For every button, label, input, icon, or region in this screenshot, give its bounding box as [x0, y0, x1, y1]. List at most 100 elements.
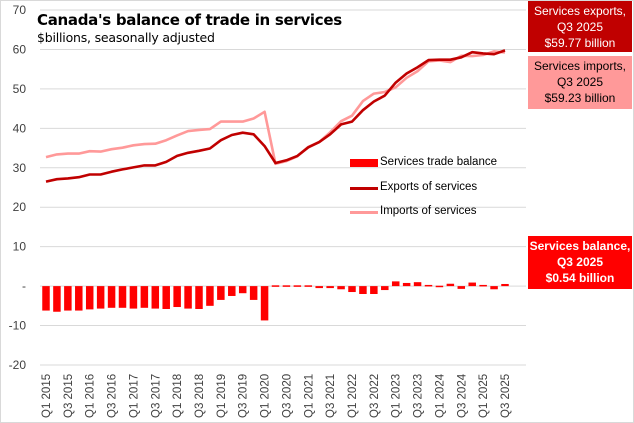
x-tick-label: Q3 2018 [194, 374, 206, 418]
balance-bar [271, 285, 280, 287]
x-tick-label: Q1 2024 [434, 373, 446, 418]
imports-callout-line1: Services imports, [533, 59, 627, 73]
balance-bar [107, 286, 116, 308]
balance-bar [315, 286, 323, 289]
balance-bar [359, 286, 367, 294]
balance-bar [381, 286, 389, 291]
balance-bar [468, 282, 476, 287]
balance-bar [457, 286, 466, 289]
balance-bar [304, 285, 313, 287]
legend-label-exports: Exports of services [380, 181, 478, 193]
balance-bar [326, 286, 334, 289]
y-tick-label: 30 [13, 161, 27, 175]
x-tick-label: Q1 2021 [303, 374, 315, 418]
x-tick-label: Q1 2025 [478, 374, 490, 418]
x-tick-label: Q3 2023 [413, 374, 425, 418]
balance-bar [402, 282, 411, 287]
series-lines [45, 49, 506, 183]
exports-callout-line3: $59.77 billion [544, 36, 616, 50]
x-tick-label: Q1 2020 [260, 374, 272, 418]
balance-bar [96, 286, 105, 309]
imports-callout-line2: Q3 2025 [556, 75, 604, 89]
balance-bar [75, 286, 83, 311]
y-tick-label: -10 [9, 319, 27, 333]
y-tick-label: 20 [13, 200, 27, 214]
x-tick-label: Q3 2025 [500, 374, 512, 418]
balance-bar [413, 282, 422, 287]
balance-bar [238, 286, 247, 294]
x-tick-label: Q3 2015 [63, 374, 75, 418]
balance-bar [424, 284, 433, 287]
x-tick-label: Q3 2021 [325, 374, 337, 418]
balance-bars [42, 281, 509, 321]
x-tick-label: Q3 2019 [238, 374, 250, 418]
imports-line [45, 50, 506, 166]
x-tick-label: Q3 2017 [150, 374, 162, 418]
balance-bar [282, 285, 291, 287]
x-tick-label: Q1 2015 [41, 374, 53, 418]
legend-swatch-balance [350, 159, 378, 167]
y-tick-label: 10 [13, 240, 27, 254]
balance-bar [64, 286, 72, 311]
x-tick-label: Q3 2022 [369, 374, 381, 418]
balance-bar [446, 283, 455, 287]
y-tick-label: 40 [13, 121, 27, 135]
balance-bar [217, 286, 225, 300]
x-tick-label: Q1 2016 [85, 374, 97, 418]
y-axis-ticks: 70 60 50 40 30 20 10 - -10 -20 [9, 3, 27, 372]
y-tick-label: 70 [13, 3, 27, 17]
balance-bar [370, 286, 378, 294]
exports-callout: Services exports, Q3 2025 $59.77 billion [528, 1, 632, 52]
legend-label-balance: Services trade balance [380, 156, 497, 168]
y-tick-label: -20 [9, 358, 27, 372]
balance-bar [479, 284, 487, 287]
balance-bar [501, 283, 509, 287]
x-tick-label: Q1 2019 [216, 374, 228, 418]
x-tick-label: Q1 2018 [172, 374, 184, 418]
balance-bar [228, 286, 236, 296]
balance-bar [140, 286, 149, 308]
balance-bar [490, 286, 498, 290]
x-tick-label: Q1 2017 [128, 374, 140, 418]
balance-bar [293, 285, 302, 287]
balance-bar [195, 286, 203, 309]
balance-bar [184, 286, 192, 309]
legend-swatch-imports [350, 211, 378, 214]
imports-callout: Services imports, Q3 2025 $59.23 billion [528, 56, 632, 109]
balance-bar [129, 286, 138, 309]
exports-callout-line1: Services exports, [533, 4, 627, 18]
balance-bar [162, 286, 170, 309]
y-tick-label: 50 [13, 82, 27, 96]
legend-swatch-exports [350, 187, 378, 190]
balance-callout-line2: Q3 2025 [556, 255, 604, 269]
balance-bar [173, 286, 181, 308]
balance-callout: Services balance, Q3 2025 $0.54 billion [528, 236, 632, 289]
legend-label-imports: Imports of services [380, 205, 477, 217]
x-tick-label: Q3 2016 [107, 374, 119, 418]
balance-bar [348, 286, 356, 293]
balance-bar [118, 286, 127, 308]
chart-title: Canada's balance of trade in services [37, 11, 342, 29]
balance-bar [260, 286, 269, 321]
y-tick-label: - [22, 279, 26, 293]
balance-callout-line3: $0.54 billion [545, 271, 615, 285]
x-tick-label: Q1 2022 [347, 374, 359, 418]
x-tick-label: Q1 2023 [391, 374, 403, 418]
x-axis-ticks: Q1 2015 Q3 2015 Q1 2016 Q3 2016 Q1 2017 Q3 20… [41, 373, 512, 418]
balance-callout-line1: Services balance, [529, 239, 631, 253]
balance-bar [151, 286, 160, 309]
balance-bar [435, 285, 444, 288]
exports-callout-line2: Q3 2025 [556, 20, 604, 34]
x-tick-label: Q3 2020 [281, 374, 293, 418]
chart-subtitle: $billions, seasonally adjusted [37, 30, 215, 45]
x-tick-label: Q3 2024 [456, 373, 468, 418]
balance-bar [206, 286, 214, 306]
balance-bar [85, 286, 94, 310]
exports-line [45, 49, 506, 183]
y-tick-label: 60 [13, 42, 27, 56]
balance-bar [391, 281, 400, 287]
imports-callout-line3: $59.23 billion [544, 91, 616, 105]
balance-bar [249, 286, 258, 300]
gridlines [40, 9, 526, 366]
